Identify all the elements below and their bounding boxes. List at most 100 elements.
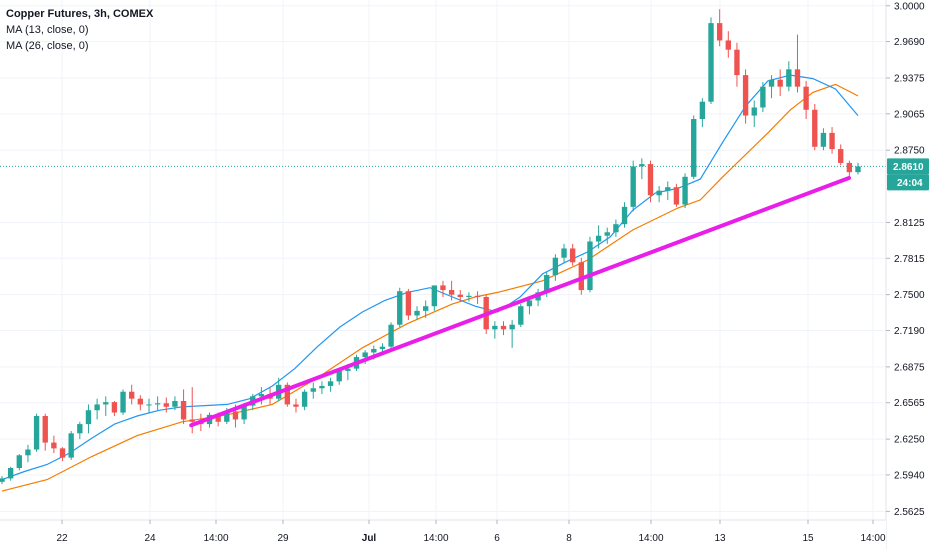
- legend-ma26: MA (26, close, 0): [6, 40, 89, 52]
- candle-body: [578, 262, 584, 291]
- candle-body: [232, 411, 239, 420]
- candle-body: [293, 404, 299, 407]
- price-tick-label: 2.6250: [894, 435, 925, 446]
- price-tick-label: 2.9690: [894, 37, 925, 48]
- candle-body: [154, 403, 161, 405]
- candle-body: [613, 224, 619, 233]
- candle-body: [474, 295, 481, 297]
- ma13-path: [1, 74, 859, 481]
- candle-body: [16, 455, 22, 468]
- candle-body: [68, 433, 74, 458]
- candle-body: [552, 257, 559, 276]
- candle-body: [595, 235, 602, 242]
- price-tick-label: 2.8750: [894, 146, 925, 157]
- candle-body: [224, 411, 230, 422]
- candle-body: [25, 449, 31, 456]
- last-price-badge: 2.8610 24:04: [887, 158, 929, 191]
- candle-body: [803, 86, 809, 110]
- price-tick-label: 2.7190: [894, 326, 925, 337]
- candle-body: [241, 405, 247, 420]
- candle-body: [448, 290, 455, 295]
- candle-body: [647, 164, 654, 196]
- candle-body: [189, 419, 195, 422]
- candle-body: [440, 285, 446, 291]
- candle-body: [526, 300, 533, 307]
- candle-body: [7, 468, 14, 479]
- candlestick-series: [0, 9, 861, 485]
- candle-body: [846, 162, 853, 173]
- candle-body: [431, 285, 438, 307]
- candle-body: [716, 23, 723, 41]
- candle-body: [786, 69, 792, 87]
- candle-body: [630, 166, 636, 207]
- candle-body: [379, 346, 386, 349]
- candle-body: [544, 275, 550, 293]
- candle-body: [146, 404, 152, 406]
- price-tick-label: 2.7500: [894, 290, 925, 301]
- candle-body: [561, 248, 567, 258]
- candle-body: [656, 190, 662, 196]
- price-tick-label: 2.9065: [894, 109, 925, 120]
- price-tick-label: 2.5625: [894, 507, 925, 518]
- candle-body: [691, 119, 697, 177]
- time-tick-label: 14:00: [203, 533, 228, 544]
- candle-body: [639, 164, 645, 167]
- time-tick-label: 14:00: [638, 533, 663, 544]
- candle-body: [77, 424, 83, 434]
- candle-body: [422, 306, 429, 311]
- price-tick-label: 2.6565: [894, 398, 925, 409]
- candle-body: [180, 400, 187, 420]
- candle-body: [734, 49, 740, 76]
- candle-body: [742, 75, 749, 116]
- candle-body: [794, 69, 801, 87]
- candle-body: [500, 325, 507, 330]
- candle-body: [319, 385, 325, 389]
- candle-body: [838, 149, 844, 163]
- candle-body: [215, 414, 221, 422]
- price-axis-bg: [886, 0, 932, 550]
- time-tick-label: 14:00: [860, 533, 885, 544]
- candle-body: [362, 352, 368, 358]
- candle-body: [699, 101, 706, 120]
- candle-body: [673, 187, 680, 205]
- ma13-line: [1, 74, 859, 481]
- candle-body: [621, 206, 628, 225]
- time-tick-label: 13: [714, 533, 726, 544]
- candle-body: [820, 132, 827, 147]
- candle-body: [103, 402, 109, 405]
- candle-body: [725, 40, 731, 50]
- price-axis[interactable]: 3.0000 2.9690 2.9375 2.9065 2.8750 2.8125 2.78…: [885, 0, 932, 550]
- candle-body: [85, 410, 92, 425]
- time-axis[interactable]: 22 24 14:00 29 Jul 14:00 6 8 14:00 13 15 14:00: [0, 519, 886, 550]
- countdown-badge-bg: [887, 174, 929, 191]
- price-tick-label: 2.8125: [894, 218, 925, 229]
- candle-body: [751, 107, 757, 116]
- trendline[interactable]: [189, 175, 851, 428]
- legend-ma13: MA (13, close, 0): [6, 24, 89, 36]
- candle-body: [137, 398, 144, 405]
- time-tick-label: 14:00: [423, 533, 448, 544]
- candle-body: [0, 478, 5, 482]
- chart-legend: Copper Futures, 3h, COMEX MA (13, close,…: [6, 6, 153, 54]
- candle-body: [466, 295, 472, 297]
- candle-body: [768, 79, 775, 87]
- candle-body: [682, 176, 688, 205]
- candle-body: [94, 404, 100, 411]
- time-axis-bg: [0, 520, 886, 550]
- candle-body: [120, 391, 126, 413]
- candle-body: [569, 248, 576, 263]
- candle-body: [457, 294, 463, 297]
- candle-body: [492, 325, 498, 330]
- candle-body: [129, 391, 135, 399]
- candle-body: [33, 416, 40, 450]
- candle-body: [812, 109, 818, 147]
- candle-body: [760, 86, 766, 108]
- candle-body: [51, 442, 57, 449]
- candle-body: [829, 132, 835, 150]
- legend-title: Copper Futures, 3h, COMEX: [6, 8, 154, 20]
- candle-body: [371, 348, 377, 353]
- trendline-path: [189, 175, 851, 428]
- candle-body: [518, 306, 524, 325]
- price-tick-label: 2.5940: [894, 470, 925, 481]
